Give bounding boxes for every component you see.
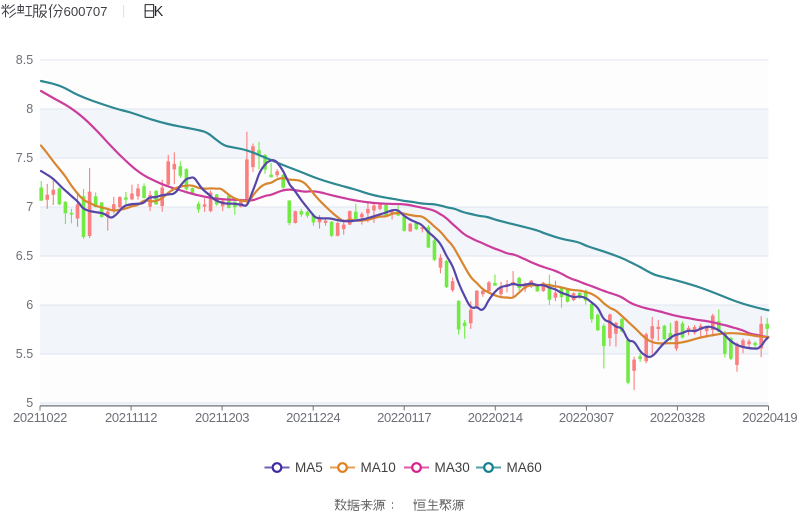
svg-text:20211022: 20211022	[13, 410, 67, 425]
svg-text:MA30: MA30	[435, 460, 470, 475]
svg-text:20220214: 20220214	[468, 410, 523, 425]
svg-text:20211203: 20211203	[195, 410, 249, 425]
svg-text:20220419: 20220419	[742, 410, 797, 425]
svg-text:8.5: 8.5	[16, 53, 33, 67]
svg-text:7: 7	[26, 200, 33, 214]
svg-text:7.5: 7.5	[16, 151, 33, 165]
svg-text:20220307: 20220307	[559, 410, 614, 425]
svg-text:6.5: 6.5	[16, 249, 33, 263]
svg-text:600707: 600707	[64, 4, 108, 19]
svg-text:MA10: MA10	[361, 460, 396, 475]
svg-text:MA5: MA5	[295, 460, 323, 475]
svg-text:5.5: 5.5	[16, 347, 33, 361]
svg-text:20220328: 20220328	[650, 410, 705, 425]
svg-text:8: 8	[26, 102, 33, 116]
svg-text:20211224: 20211224	[286, 410, 340, 425]
svg-text:K: K	[154, 4, 164, 20]
svg-text:6: 6	[26, 298, 33, 312]
svg-text:5: 5	[26, 396, 33, 410]
svg-text:MA60: MA60	[507, 460, 542, 475]
svg-text:20220117: 20220117	[377, 410, 431, 425]
svg-text:20211112: 20211112	[105, 410, 157, 425]
